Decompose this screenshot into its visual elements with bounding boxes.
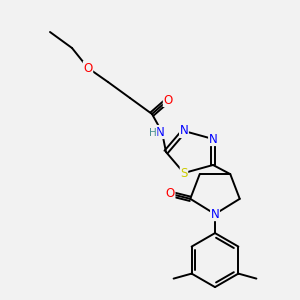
Text: S: S — [180, 167, 188, 179]
Text: H: H — [149, 128, 157, 138]
Text: N: N — [180, 124, 188, 137]
Text: O: O — [166, 187, 175, 200]
Text: N: N — [211, 208, 219, 220]
Text: O: O — [164, 94, 172, 106]
Text: N: N — [156, 125, 164, 139]
Text: N: N — [209, 133, 218, 146]
Text: O: O — [83, 61, 93, 74]
